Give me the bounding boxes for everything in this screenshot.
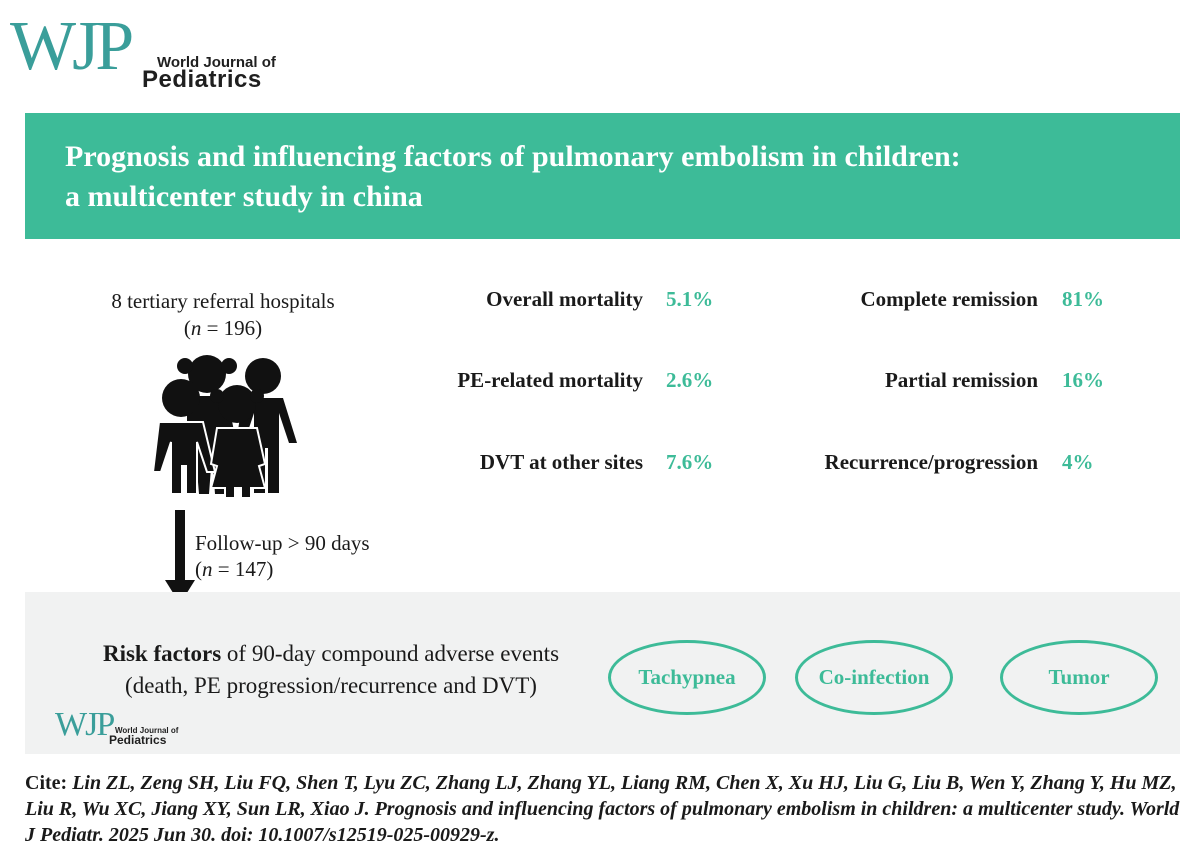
followup-text: Follow-up > 90 days (n = 147): [195, 530, 370, 582]
hospitals-text: 8 tertiary referral hospitals: [111, 289, 335, 313]
stat-label-pe-mortality: PE-related mortality: [457, 368, 643, 392]
small-journal-logo: WJP World Journal of Pediatrics: [55, 708, 205, 748]
risk-factor-tachypnea: Tachypnea: [608, 640, 766, 715]
stat-label-partial-remission: Partial remission: [884, 368, 1038, 392]
small-logo-line2: Pediatrics: [109, 733, 167, 747]
stat-label-overall-mortality: Overall mortality: [486, 287, 643, 311]
citation-prefix: Cite:: [25, 772, 68, 794]
risk-bold: Risk factors: [102, 641, 222, 666]
page-title: Prognosis and influencing factors of pul…: [65, 137, 961, 217]
small-logo-line1: World Journal of: [115, 726, 179, 735]
title-line-1: Prognosis and influencing factors of pul…: [65, 140, 961, 173]
risk-factors-text: Risk factors of 90-day compound adverse …: [53, 638, 609, 702]
risk-factor-co-infection: Co-infection: [795, 640, 953, 715]
stat-value-pe-mortality: 2.6%: [666, 368, 714, 392]
cohort-description: 8 tertiary referral hospitals (n = 196): [88, 288, 358, 342]
followup-size: (n = 147): [195, 557, 274, 581]
journal-logo: WJP World Journal of Pediatrics: [10, 8, 340, 104]
title-line-2: a multicenter study in china: [65, 180, 423, 213]
citation-text: Lin ZL, Zeng SH, Liu FQ, Shen T, Lyu ZC,…: [25, 772, 1180, 846]
title-banner: Prognosis and influencing factors of pul…: [25, 113, 1180, 239]
small-logo-mark: WJP: [55, 706, 115, 743]
followup-label: Follow-up > 90 days: [195, 531, 370, 555]
stat-value-complete-remission: 81%: [1062, 287, 1104, 311]
stat-value-recurrence: 4%: [1062, 450, 1094, 474]
logo-mark: WJP: [10, 8, 134, 85]
stat-label-recurrence: Recurrence/progression: [824, 450, 1038, 474]
logo-line1: World Journal of: [157, 54, 276, 71]
stat-label-dvt: DVT at other sites: [479, 450, 643, 474]
down-arrow-icon: [165, 510, 195, 604]
stat-value-overall-mortality: 5.1%: [666, 287, 714, 311]
stat-value-dvt: 7.6%: [666, 450, 714, 474]
children-group-icon: [151, 355, 297, 497]
risk-line-1: Risk factors of 90-day compound adverse …: [102, 641, 560, 666]
logo-line2: Pediatrics: [142, 66, 262, 93]
risk-factors-panel: Risk factors of 90-day compound adverse …: [25, 592, 1180, 754]
citation: Cite: Lin ZL, Zeng SH, Liu FQ, Shen T, L…: [25, 770, 1185, 848]
risk-factor-tumor: Tumor: [1000, 640, 1158, 715]
stat-label-complete-remission: Complete remission: [860, 287, 1038, 311]
stat-value-partial-remission: 16%: [1062, 368, 1104, 392]
risk-line-2: (death, PE progression/recurrence and DV…: [125, 673, 537, 698]
cohort-size: (n = 196): [183, 316, 263, 340]
